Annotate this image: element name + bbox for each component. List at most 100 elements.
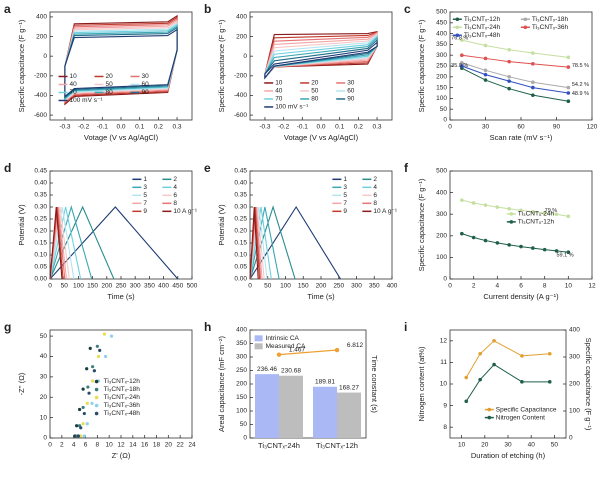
y-tick-label: 20 [40,394,48,401]
legend-label: 10 [275,80,283,87]
y-tick-label: 0.05 [34,264,47,271]
marker [495,241,500,245]
x-tick-label: 2 [472,283,476,290]
legend-label: 90 [347,96,355,103]
marker [566,55,571,60]
y-axis-label: Specific capacitance (F g⁻¹) [417,19,426,112]
data-label: 236.46 [257,366,277,373]
y-axis-label: Potential (V) [17,204,26,246]
legend-label: 100 mV s⁻¹ [70,97,104,104]
y-tick-label: 400 [36,14,47,21]
legend-label: 7 [343,200,347,207]
marker [566,250,571,255]
marker [98,348,102,352]
y-tick-label: 0.30 [34,204,47,211]
x-tick-label: 0 [48,442,52,449]
y-tick-label: -200 [34,73,47,80]
marker [79,434,83,438]
marker [483,72,488,77]
y-tick-label: 0.45 [34,168,47,175]
marker [519,244,523,249]
x-axis-label: Current density (A g⁻¹) [483,292,559,301]
y-axis-label: -Z'' (Ω) [17,372,26,395]
x-tick-label: 4 [72,442,76,449]
x-axis-label: Time (s) [107,292,135,301]
legend-swatch [509,212,514,216]
marker [483,56,488,61]
x-tick-label: 8 [543,283,547,290]
x-tick-label: 450 [172,283,183,290]
y-tick-label: 0.30 [234,204,247,211]
data-label: 189.81 [315,378,335,385]
marker [96,354,101,359]
legend-label: 80 [311,96,319,103]
y-tick-label: 50 [40,333,48,340]
line [64,28,178,98]
y-tick-label: 0 [43,435,47,442]
x-tick-label: 14 [129,442,137,449]
annotation: 48.9 % [572,91,589,97]
marker [554,249,559,253]
y-tick-label: 500 [436,9,447,16]
marker [531,51,535,55]
legend-swatch [455,33,460,38]
x-tick-label: 6 [84,442,88,449]
legend-label: 6 [173,192,177,199]
y-tick-label: 0.15 [234,240,247,247]
legend-swatch [455,25,460,30]
annotation: 35.8 % [451,63,468,69]
legend-label: 10 A g⁻¹ [373,208,398,215]
legend-label: Ti₃CNTₓ-18h [532,16,569,23]
y-axis-label: Specific capacitance (F g⁻¹) [217,19,226,112]
marker [507,75,511,79]
x-tick-label: 0.0 [316,124,325,131]
marker [483,238,488,243]
x-tick-label: 60 [517,124,525,131]
x-axis-label: Time (s) [307,292,335,301]
marker [495,205,500,209]
x-tick-label: 150 [298,283,309,290]
x-tick-label: 16 [141,442,149,449]
x-tick-label: 8 [96,442,100,449]
y-tick-label: 200 [236,381,247,388]
marker [531,85,535,90]
marker [531,210,535,214]
marker [478,377,482,382]
x-tick-label: 100 [73,283,84,290]
marker [460,198,464,202]
y-tick-label: -600 [34,112,47,119]
marker [91,365,95,369]
legend-label: Ti₃CNTₓ-48h [464,32,501,39]
legend-label: 40 [70,81,78,88]
marker [507,243,511,247]
x-tick-label: 0 [448,283,452,290]
x-tick-label: 12 [117,442,125,449]
y2-tick-label: 400 [569,327,580,334]
marker [81,387,85,391]
legend-label: 2 [373,176,377,183]
y-tick-label: 9 [443,402,447,409]
x-tick-label: 0.2 [154,124,163,131]
bar [313,386,337,438]
y2-axis-label: Specific capacitance (F g⁻¹) [584,338,593,431]
y-tick-label: 200 [236,33,247,40]
y-axis-label: Potential (V) [217,204,226,246]
x-tick-label: 250 [333,283,344,290]
data-label: 6.812 [347,342,364,349]
annotation: 78.5 % [572,63,589,69]
marker [483,68,488,73]
panel-letter: f [404,161,409,175]
marker [95,344,99,348]
y-tick-label: 350 [236,340,247,347]
x-tick-label: 300 [130,283,141,290]
data-label: 1.467 [289,346,306,353]
legend-swatch [487,415,492,420]
line [461,233,569,253]
marker [75,424,79,428]
legend-label: 10 [70,73,78,80]
marker [85,422,89,426]
y-tick-label: 0.15 [34,240,47,247]
legend-label: Specific Capacitance [496,406,557,413]
legend-label: Ti₃CNTₓ-24h [104,394,141,401]
marker [460,64,464,68]
